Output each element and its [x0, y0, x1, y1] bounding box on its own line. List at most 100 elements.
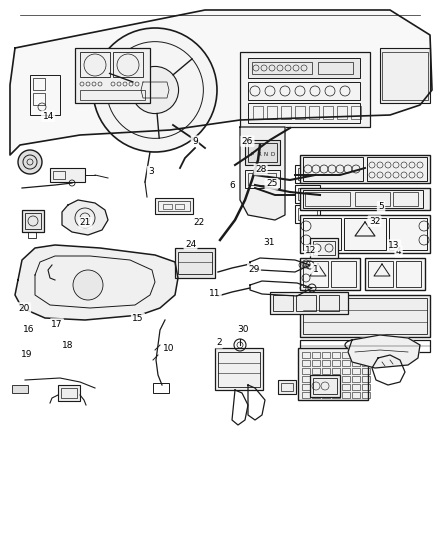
Bar [365, 258, 425, 290]
Bar [332, 352, 340, 358]
Bar [332, 376, 340, 382]
Text: 2: 2 [216, 338, 222, 347]
Bar [313, 241, 335, 255]
Bar [215, 348, 263, 390]
Bar [332, 392, 340, 398]
Bar [240, 52, 370, 127]
Bar [367, 157, 427, 181]
Bar [332, 384, 340, 390]
Text: 26: 26 [242, 137, 253, 146]
Bar [295, 165, 320, 183]
Bar [298, 168, 317, 180]
Bar [342, 384, 350, 390]
Bar [245, 140, 280, 165]
Text: 16: 16 [23, 325, 34, 334]
Bar [302, 360, 310, 366]
Bar [362, 384, 370, 390]
Bar [312, 384, 320, 390]
Bar [342, 360, 350, 366]
Bar [300, 295, 430, 337]
Bar [58, 385, 80, 401]
Bar [248, 173, 276, 185]
Bar [22, 210, 44, 232]
Text: 30: 30 [237, 325, 249, 334]
Bar [322, 384, 330, 390]
Bar [175, 248, 215, 278]
Bar [318, 62, 353, 74]
Bar [362, 352, 370, 358]
Bar [300, 188, 430, 210]
Bar [305, 192, 350, 206]
Bar [281, 106, 291, 119]
Bar [245, 170, 280, 188]
Text: N: N [264, 152, 268, 157]
Polygon shape [240, 127, 285, 220]
Circle shape [131, 67, 179, 114]
Bar [351, 106, 361, 119]
Bar [253, 106, 263, 119]
Bar [252, 62, 312, 74]
Bar [322, 376, 330, 382]
Polygon shape [10, 10, 432, 155]
Bar [25, 213, 41, 229]
Bar [296, 295, 316, 311]
Bar [352, 352, 360, 358]
Bar [267, 106, 277, 119]
Bar [33, 78, 45, 90]
Text: 10: 10 [163, 344, 174, 352]
Bar [362, 392, 370, 398]
Bar [313, 378, 337, 394]
Bar [298, 208, 317, 220]
Bar [355, 192, 390, 206]
Bar [352, 360, 360, 366]
Bar [302, 352, 310, 358]
Text: 21: 21 [80, 219, 91, 227]
Bar [80, 90, 145, 100]
Bar [380, 48, 430, 103]
Polygon shape [62, 200, 108, 235]
Bar [302, 384, 310, 390]
Bar [80, 52, 110, 77]
Bar [309, 106, 319, 119]
Bar [303, 218, 341, 250]
Text: 25: 25 [266, 180, 277, 188]
Bar [53, 171, 65, 179]
Bar [312, 392, 320, 398]
Bar [312, 376, 320, 382]
Bar [295, 106, 305, 119]
Bar [368, 261, 393, 287]
Bar [342, 368, 350, 374]
Bar [295, 185, 320, 203]
Text: 14: 14 [42, 112, 54, 120]
Bar [310, 238, 338, 258]
Bar [303, 298, 427, 334]
Text: 31: 31 [264, 238, 275, 247]
Text: 11: 11 [209, 289, 220, 297]
Bar [248, 143, 277, 162]
Bar [303, 190, 423, 208]
Circle shape [73, 270, 103, 300]
Bar [302, 392, 310, 398]
Bar [337, 106, 347, 119]
Bar [248, 82, 360, 100]
Bar [342, 352, 350, 358]
Bar [302, 376, 310, 382]
Text: 3: 3 [148, 167, 154, 176]
Bar [357, 158, 379, 176]
Text: 13: 13 [389, 241, 400, 249]
Bar [12, 385, 28, 393]
Text: 22: 22 [194, 219, 205, 227]
Bar [158, 201, 190, 211]
Bar [312, 352, 320, 358]
Bar [61, 388, 77, 398]
Bar [319, 295, 339, 311]
Bar [175, 204, 184, 209]
Bar [302, 368, 310, 374]
Text: 5: 5 [378, 203, 384, 211]
Bar [310, 375, 340, 397]
Bar [75, 48, 150, 103]
Text: 19: 19 [21, 350, 32, 359]
Bar [332, 368, 340, 374]
Bar [322, 352, 330, 358]
Bar [352, 392, 360, 398]
